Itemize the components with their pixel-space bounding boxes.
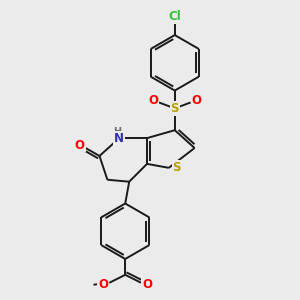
Text: O: O (192, 94, 202, 107)
Text: H: H (113, 127, 122, 137)
Text: O: O (142, 278, 152, 291)
Text: O: O (148, 94, 158, 107)
Text: N: N (114, 132, 124, 145)
Text: Cl: Cl (168, 10, 181, 23)
Text: O: O (98, 278, 108, 291)
Text: O: O (75, 139, 85, 152)
Text: S: S (172, 161, 181, 174)
Text: S: S (170, 102, 179, 115)
